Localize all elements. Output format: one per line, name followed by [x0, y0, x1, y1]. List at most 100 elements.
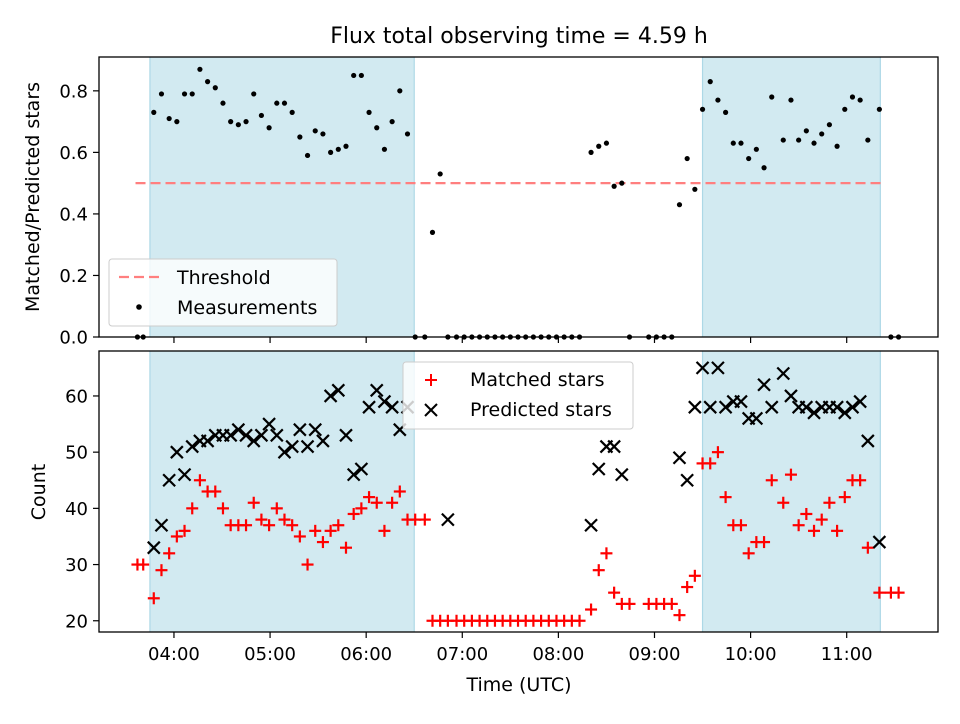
x-tick-label: 04:00: [148, 644, 200, 665]
matched-star-point: [247, 496, 260, 509]
predicted-star-point: [688, 400, 702, 414]
predicted-star-point: [147, 540, 161, 555]
measurements-legend-swatch: [136, 304, 142, 310]
predicted-star-point: [607, 439, 621, 454]
measurement-point: [738, 140, 744, 146]
measurement-point: [381, 146, 388, 152]
matched-star-point: [193, 474, 206, 487]
predicted-star-point: [672, 451, 687, 465]
x-tick-label: 11:00: [821, 644, 873, 665]
measurement-point: [328, 149, 334, 155]
predicted-stars-points: [147, 361, 887, 555]
measurement-point: [715, 97, 721, 103]
predicted-star-point: [784, 389, 798, 403]
bottom-legend: Matched stars Predicted stars: [402, 361, 634, 430]
matched-star-point: [301, 558, 314, 571]
measurement-point: [266, 125, 272, 131]
measurement-point: [351, 72, 357, 79]
measurement-point: [596, 143, 602, 149]
matched-stars-points: [131, 446, 905, 627]
measurement-point: [692, 186, 698, 192]
measurement-point: [220, 100, 226, 106]
predicted-star-point: [776, 366, 791, 381]
predicted-star-point: [837, 406, 852, 420]
matched-star-point: [155, 564, 168, 577]
predicted-star-point: [185, 439, 200, 454]
predicted-star-point: [262, 417, 276, 431]
predicted-star-point: [584, 518, 598, 532]
matched-star-point: [704, 457, 717, 470]
matched-star-point: [186, 502, 199, 515]
matched-stars-legend-swatch: [425, 374, 437, 386]
predicted-star-point: [285, 439, 299, 454]
matched-star-point: [309, 524, 322, 537]
matched-star-point: [263, 519, 276, 532]
measurement-point: [437, 171, 443, 177]
predicted-star-point: [346, 467, 361, 482]
shaded-interval-1: [702, 57, 881, 337]
matched-star-point: [873, 586, 886, 599]
measurement-point: [235, 122, 241, 128]
matched-star-point: [681, 581, 694, 594]
predicted-star-point: [853, 394, 867, 409]
x-tick-label: 10:00: [725, 644, 777, 665]
y-tick-label: 0.8: [59, 81, 88, 102]
measurement-point: [588, 149, 594, 155]
predicted-star-point: [231, 422, 246, 437]
measurements-points: [134, 66, 902, 340]
predicted-star-point: [377, 394, 392, 409]
measurement-point: [723, 109, 729, 115]
matched-star-point: [758, 536, 771, 549]
predicted-star-point: [734, 394, 748, 409]
measurement-point: [707, 79, 713, 85]
predicted-star-point: [830, 400, 844, 414]
y-tick-label: 0.2: [59, 266, 88, 287]
matched-star-point: [363, 491, 376, 504]
predicted-star-point: [293, 422, 307, 437]
y-tick-label: 20: [65, 611, 88, 632]
matched-star-point: [892, 586, 905, 599]
matched-stars-legend-label: Matched stars: [470, 369, 604, 391]
bottom-panel: 20 30 40 50 60 04:00 05:00 06:00 07:00 08:00 09:0…: [28, 350, 939, 696]
measurement-point: [212, 85, 218, 91]
matched-star-point: [255, 513, 268, 526]
matched-star-point: [765, 474, 778, 487]
measurement-point: [374, 125, 380, 131]
predicted-star-point: [254, 428, 269, 443]
predicted-star-point: [339, 428, 353, 443]
measurement-point: [197, 66, 203, 72]
predicted-star-point: [369, 383, 384, 398]
predicted-star-point: [300, 439, 315, 454]
matched-star-point: [355, 502, 368, 515]
measurement-point: [189, 91, 195, 97]
bottom-axes-frame: [98, 350, 939, 633]
predicted-star-point: [764, 400, 779, 414]
measurement-point: [429, 229, 436, 235]
predicted-star-point: [177, 467, 192, 482]
matched-star-point: [216, 502, 229, 515]
matched-star-point: [861, 541, 874, 554]
x-tick-label: 06:00: [340, 644, 392, 665]
measurement-point: [320, 131, 326, 137]
matched-star-point: [831, 524, 844, 537]
predicted-star-point: [591, 462, 606, 476]
matched-star-point: [163, 547, 176, 560]
predicted-star-point: [749, 411, 764, 426]
measurement-point: [289, 109, 295, 115]
y-tick-label: 40: [65, 499, 88, 520]
matched-star-point: [347, 507, 360, 520]
matched-star-point: [719, 491, 732, 504]
measurement-point: [676, 202, 683, 208]
measurement-point: [304, 152, 311, 159]
measurement-point: [174, 119, 180, 125]
measurement-point: [603, 140, 610, 146]
measurement-point: [803, 128, 809, 134]
matched-star-point: [665, 597, 678, 610]
measurement-point: [876, 106, 882, 112]
predicted-star-point: [277, 445, 292, 459]
matched-star-point: [332, 519, 345, 532]
top-panel: 0.00.20.40.60.8 Matched/Predicted stars …: [22, 56, 939, 349]
top-axes-frame: [98, 56, 939, 338]
measurement-point: [358, 72, 364, 79]
